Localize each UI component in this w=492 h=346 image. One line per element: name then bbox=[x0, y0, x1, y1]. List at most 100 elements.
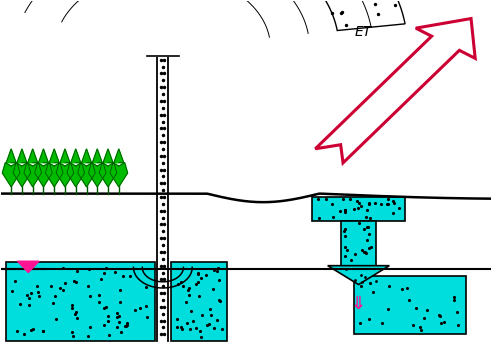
Text: ET: ET bbox=[355, 25, 372, 39]
Bar bbox=[354, 276, 466, 334]
Point bbox=[29, 327, 36, 332]
Point bbox=[209, 286, 217, 292]
Point bbox=[143, 315, 151, 320]
Point bbox=[454, 323, 461, 328]
Point bbox=[131, 308, 139, 313]
Point bbox=[450, 294, 458, 300]
Point bbox=[189, 318, 197, 324]
Point bbox=[341, 226, 349, 231]
Point bbox=[196, 328, 204, 334]
Point bbox=[61, 280, 69, 286]
Point bbox=[192, 326, 200, 331]
Point bbox=[436, 313, 444, 319]
Point bbox=[16, 302, 24, 307]
Point bbox=[184, 287, 192, 293]
Point bbox=[116, 313, 123, 319]
Point bbox=[340, 228, 348, 234]
Point bbox=[315, 216, 323, 221]
Point bbox=[366, 245, 373, 251]
Point bbox=[390, 201, 398, 206]
Point bbox=[115, 319, 123, 325]
Point bbox=[358, 247, 366, 253]
Point bbox=[341, 208, 349, 213]
Point bbox=[185, 285, 193, 291]
Point bbox=[25, 295, 33, 300]
Polygon shape bbox=[2, 163, 11, 187]
Point bbox=[369, 290, 377, 295]
Point bbox=[25, 303, 33, 308]
Point bbox=[363, 237, 370, 243]
Point bbox=[357, 203, 365, 209]
Point bbox=[378, 320, 386, 326]
Point bbox=[179, 283, 187, 289]
Point bbox=[343, 247, 351, 252]
Point bbox=[362, 274, 369, 280]
Point bbox=[123, 322, 131, 328]
Point bbox=[102, 304, 110, 309]
Point bbox=[371, 1, 379, 7]
Polygon shape bbox=[82, 149, 92, 163]
Point bbox=[210, 326, 218, 331]
Point bbox=[202, 272, 210, 277]
Point bbox=[351, 277, 359, 282]
Point bbox=[341, 0, 349, 1]
Point bbox=[216, 299, 224, 304]
Point bbox=[363, 207, 370, 212]
Point bbox=[194, 271, 202, 276]
Polygon shape bbox=[49, 149, 59, 163]
Polygon shape bbox=[0, 0, 405, 30]
Point bbox=[389, 199, 397, 204]
Point bbox=[329, 11, 337, 16]
Point bbox=[50, 300, 58, 306]
Point bbox=[367, 245, 375, 250]
Point bbox=[117, 287, 124, 293]
Point bbox=[351, 252, 359, 257]
Point bbox=[453, 309, 461, 315]
Point bbox=[122, 323, 129, 328]
Point bbox=[100, 323, 108, 328]
Polygon shape bbox=[92, 149, 102, 163]
Point bbox=[86, 325, 94, 330]
Point bbox=[34, 290, 42, 295]
Text: ⇓: ⇓ bbox=[351, 295, 366, 313]
Bar bbox=[171, 262, 227, 341]
Polygon shape bbox=[65, 163, 74, 187]
Point bbox=[364, 224, 372, 230]
Polygon shape bbox=[43, 163, 52, 187]
Point bbox=[198, 312, 206, 318]
Polygon shape bbox=[13, 163, 22, 187]
Point bbox=[51, 293, 59, 299]
Polygon shape bbox=[97, 163, 106, 187]
Point bbox=[35, 293, 43, 298]
Point bbox=[57, 285, 64, 290]
Point bbox=[213, 318, 221, 323]
Point bbox=[73, 268, 81, 274]
Point bbox=[72, 309, 80, 315]
Point bbox=[70, 279, 78, 284]
Point bbox=[365, 200, 372, 206]
Point bbox=[341, 209, 349, 215]
Polygon shape bbox=[87, 163, 95, 187]
Point bbox=[361, 249, 369, 254]
Polygon shape bbox=[103, 149, 113, 163]
Point bbox=[215, 298, 223, 303]
Point bbox=[328, 201, 336, 207]
Point bbox=[420, 315, 428, 321]
Point bbox=[195, 293, 203, 299]
Point bbox=[357, 272, 365, 278]
Polygon shape bbox=[6, 149, 16, 163]
Point bbox=[358, 279, 366, 284]
Point bbox=[113, 314, 121, 319]
Point bbox=[95, 292, 103, 298]
Point bbox=[322, 197, 330, 202]
Point bbox=[104, 313, 112, 318]
Point bbox=[207, 313, 215, 318]
Polygon shape bbox=[56, 163, 65, 187]
Point bbox=[384, 197, 392, 202]
Point bbox=[215, 277, 223, 283]
Point bbox=[203, 322, 211, 328]
Point bbox=[355, 205, 363, 211]
Point bbox=[53, 316, 61, 321]
Point bbox=[213, 268, 221, 274]
Polygon shape bbox=[110, 163, 119, 187]
